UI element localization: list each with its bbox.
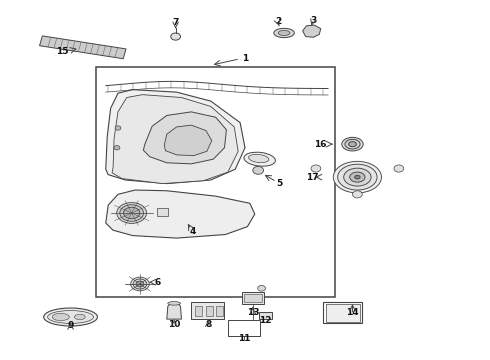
Text: 7: 7 [172,18,179,27]
Circle shape [258,285,266,291]
Text: 3: 3 [310,16,317,25]
Ellipse shape [248,154,269,163]
Text: 12: 12 [259,316,272,325]
Bar [191,302,224,319]
Ellipse shape [355,175,360,179]
Ellipse shape [348,141,356,147]
Polygon shape [167,303,181,319]
Ellipse shape [131,277,149,291]
Polygon shape [164,125,212,156]
Bar [259,312,272,319]
Bar [195,306,201,316]
Circle shape [171,33,180,40]
Bar [244,294,262,302]
Ellipse shape [117,203,147,224]
Text: 16: 16 [315,140,327,149]
Bar [157,208,168,216]
Polygon shape [106,190,255,238]
Circle shape [352,191,362,198]
Ellipse shape [350,172,365,182]
Text: 17: 17 [306,173,318,182]
Bar [216,306,222,316]
Bar [206,306,213,316]
Ellipse shape [120,205,144,221]
Circle shape [114,145,120,150]
Text: 10: 10 [168,320,180,329]
Text: 4: 4 [190,228,196,237]
Ellipse shape [48,311,94,323]
Bar [228,320,260,336]
Ellipse shape [123,207,140,219]
Ellipse shape [333,161,381,193]
Text: 15: 15 [56,48,69,57]
Ellipse shape [274,28,294,38]
Text: 6: 6 [155,278,161,287]
Ellipse shape [52,314,70,320]
Circle shape [253,166,264,174]
Circle shape [115,126,121,130]
Text: 11: 11 [238,334,250,343]
Polygon shape [144,112,226,164]
Polygon shape [112,95,238,184]
Ellipse shape [342,137,363,151]
Text: 9: 9 [68,321,74,330]
Ellipse shape [345,139,360,149]
Ellipse shape [74,314,85,320]
Ellipse shape [343,168,371,186]
Polygon shape [40,36,126,59]
Bar [323,302,362,323]
Bar [242,292,264,304]
Text: 1: 1 [242,54,248,63]
Text: 5: 5 [276,179,282,188]
Bar [326,304,360,321]
Polygon shape [106,90,245,184]
Ellipse shape [278,31,290,36]
Ellipse shape [168,302,180,305]
Text: 8: 8 [205,320,212,329]
Text: 13: 13 [246,308,259,317]
Ellipse shape [338,164,377,190]
Text: 14: 14 [346,308,359,317]
Ellipse shape [244,152,275,166]
Ellipse shape [133,279,147,289]
Circle shape [311,165,321,172]
Text: 2: 2 [275,17,281,26]
Ellipse shape [136,281,144,287]
Ellipse shape [44,308,98,326]
Circle shape [394,165,404,172]
Bar [96,67,335,297]
Polygon shape [303,25,321,37]
